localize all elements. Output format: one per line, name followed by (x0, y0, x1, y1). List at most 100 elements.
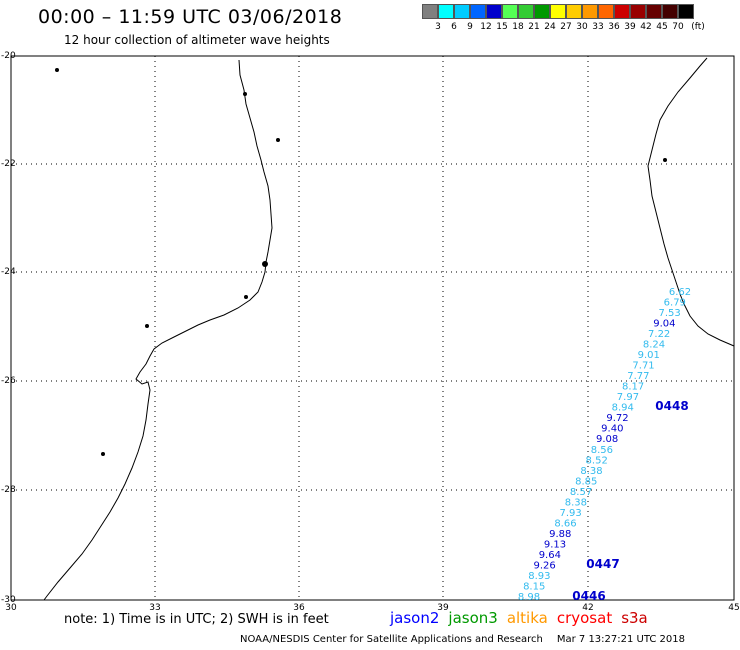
color-swatch (566, 4, 582, 19)
wave-height-value: 7.77 (627, 371, 649, 382)
color-scale-label: 33 (592, 22, 604, 32)
madagascar-coastline (647, 57, 735, 347)
wave-height-value: 8.38 (580, 466, 602, 477)
satellite-cryosat: cryosat (556, 609, 613, 627)
color-scale-label: 18 (512, 22, 524, 32)
y-tick-label: -20 (1, 51, 16, 61)
wave-height-value: 6.62 (669, 287, 691, 298)
map-frame (10, 55, 735, 601)
color-swatch (630, 4, 646, 19)
wave-height-value: 8.57 (570, 487, 592, 498)
wave-height-value: 8.66 (554, 518, 576, 529)
x-tick-label: 30 (5, 603, 17, 613)
y-tick-label: -22 (1, 159, 16, 169)
satellite-legend: jason2 jason3 altika cryosat s3a (390, 609, 657, 627)
color-swatch (438, 4, 454, 19)
wave-height-value: 9.40 (601, 424, 623, 435)
wave-height-value: 8.38 (565, 497, 587, 508)
wave-height-value: 8.15 (523, 581, 545, 592)
color-scale-label: 36 (608, 22, 620, 32)
color-scale-label: 15 (496, 22, 508, 32)
satellite-s3a: s3a (621, 609, 648, 627)
wave-height-value: 8.85 (575, 476, 597, 487)
satellite-altika: altika (506, 609, 548, 627)
wave-height-value: 8.52 (586, 455, 608, 466)
y-tick-label: -28 (1, 485, 16, 495)
x-tick-label: 39 (437, 603, 449, 613)
color-scale-label: 9 (467, 22, 473, 32)
wave-height-value: 9.26 (533, 560, 555, 571)
color-swatch (646, 4, 662, 19)
y-tick-label: -30 (1, 595, 16, 605)
color-scale-label: 3 (435, 22, 441, 32)
color-scale-label: 21 (528, 22, 540, 32)
color-scale-label: (ft) (691, 22, 705, 32)
color-scale (422, 4, 694, 19)
color-swatch (534, 4, 550, 19)
wave-height-value: 9.64 (539, 550, 561, 561)
credit-line: NOAA/NESDIS Center for Satellite Applica… (240, 634, 685, 645)
x-tick-label: 45 (728, 603, 740, 613)
color-swatch (502, 4, 518, 19)
y-tick-label: -26 (1, 376, 16, 386)
color-swatch (454, 4, 470, 19)
altimeter-track: 6.626.797.539.047.228.249.017.717.778.17… (518, 287, 691, 603)
page-title: 00:00 – 11:59 UTC 03/06/2018 (38, 6, 343, 28)
color-swatch (678, 4, 694, 19)
color-scale-label: 12 (480, 22, 492, 32)
wave-height-value: 7.53 (658, 308, 680, 319)
color-swatch (598, 4, 614, 19)
satellite-jason3: jason3 (448, 609, 498, 627)
footnote: note: 1) Time is in UTC; 2) SWH is in fe… (64, 612, 329, 627)
color-scale-label: 6 (451, 22, 457, 32)
color-swatch (518, 4, 534, 19)
color-swatch (486, 4, 502, 19)
wave-height-value: 9.08 (596, 434, 618, 445)
color-swatch (662, 4, 678, 19)
color-swatch (470, 4, 486, 19)
africa-coastline (43, 59, 273, 601)
color-scale-label: 45 (656, 22, 668, 32)
pass-time-label: 0446 (572, 589, 605, 603)
wave-height-value: 7.22 (648, 329, 670, 340)
islands (55, 68, 667, 456)
wave-height-value: 7.93 (560, 508, 582, 519)
y-tick-label: -24 (1, 267, 16, 277)
wave-height-value: 8.17 (622, 382, 644, 393)
wave-height-value: 9.13 (544, 539, 566, 550)
color-scale-label: 42 (640, 22, 652, 32)
page-subtitle: 12 hour collection of altimeter wave hei… (64, 33, 330, 47)
color-swatch (614, 4, 630, 19)
wave-height-value: 9.04 (653, 319, 675, 330)
satellite-jason2: jason2 (390, 609, 440, 627)
pass-time-label: 0447 (586, 557, 619, 571)
color-scale-label: 30 (576, 22, 588, 32)
color-scale-label: 39 (624, 22, 636, 32)
wave-height-value: 7.71 (632, 361, 654, 372)
wave-height-value: 7.97 (617, 392, 639, 403)
color-scale-labels: 3 6 9 12 15 18 21 24 27 30 33 36 39 42 45 70 (ft) (422, 22, 740, 34)
pass-time-label: 0448 (655, 399, 688, 413)
wave-height-value: 8.24 (643, 340, 665, 351)
generated-timestamp: Mar 7 13:27:21 UTC 2018 (556, 634, 685, 645)
x-tick-label: 42 (582, 603, 594, 613)
color-scale-label: 27 (560, 22, 572, 32)
wave-height-value: 8.93 (528, 571, 550, 582)
wave-height-value: 9.88 (549, 529, 571, 540)
wave-height-value: 8.94 (612, 403, 634, 414)
color-swatch (422, 4, 438, 19)
wave-height-value: 9.01 (638, 350, 660, 361)
color-swatch (550, 4, 566, 19)
x-tick-label: 33 (149, 603, 161, 613)
color-swatch (582, 4, 598, 19)
grid-lines (11, 56, 734, 600)
x-tick-label: 36 (293, 603, 305, 613)
color-scale-label: 24 (544, 22, 556, 32)
wave-height-value: 9.72 (606, 413, 628, 424)
color-scale-label: 70 (672, 22, 684, 32)
wave-height-value: 8.98 (518, 592, 540, 603)
credit-text: NOAA/NESDIS Center for Satellite Applica… (240, 634, 543, 645)
wave-height-value: 6.79 (664, 298, 686, 309)
wave-height-value: 8.56 (591, 445, 613, 456)
